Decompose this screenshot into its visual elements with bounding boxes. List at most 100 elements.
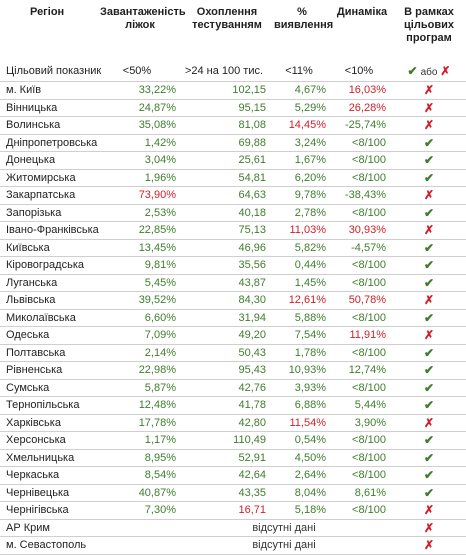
cross-icon: ✗ xyxy=(423,328,435,343)
program-status: ✗ xyxy=(392,291,466,310)
table-row: Дніпропетровська 1,42% 69,88 3,24% <8/100 ✔ xyxy=(0,134,466,152)
testing-value: 81,08 xyxy=(182,116,272,135)
program-status: ✔ xyxy=(392,431,466,450)
region-name: Волинська xyxy=(0,116,98,135)
table-row: Львівська 39,52% 84,30 12,61% 50,78% ✗ xyxy=(0,291,466,310)
table-row: Закарпатська 73,90% 64,63 9,78% -38,43% ✗ xyxy=(0,186,466,205)
detection-value: 3,24% xyxy=(272,134,332,152)
testing-value: 52,91 xyxy=(182,449,272,467)
check-icon: ✔ xyxy=(423,398,435,413)
program-status: ✔ xyxy=(392,449,466,467)
beds-value: 8,54% xyxy=(98,466,182,485)
detection-value: 0,54% xyxy=(272,431,332,450)
program-status: ✔ xyxy=(392,344,466,362)
check-icon: ✔ xyxy=(423,153,435,168)
dynamics-value: 5,44% xyxy=(332,396,392,415)
region-name: Вінницька xyxy=(0,99,98,117)
program-status: ✔ xyxy=(392,256,466,275)
detection-value: 1,78% xyxy=(272,344,332,362)
testing-value: 46,96 xyxy=(182,239,272,257)
empty-cell xyxy=(98,536,182,555)
dynamics-value: <8/100 xyxy=(332,169,392,187)
testing-value: 16,71 xyxy=(182,501,272,520)
program-status: ✗ xyxy=(392,536,466,555)
beds-value: 8,95% xyxy=(98,449,182,467)
target-testing: >24 на 100 тис. xyxy=(182,61,272,82)
detection-value: 5,82% xyxy=(272,239,332,257)
region-name: Хмельницька xyxy=(0,449,98,467)
region-name: Чернігівська xyxy=(0,501,98,520)
table-row: Рівненська 22,98% 95,43 10,93% 12,74% ✔ xyxy=(0,361,466,380)
no-data-cell: відсутні дані xyxy=(182,536,392,555)
cross-icon: ✗ xyxy=(423,538,435,553)
check-icon: ✔ xyxy=(423,135,435,150)
table-row: Чернігівська 7,30% 16,71 5,18% <8/100 ✗ xyxy=(0,501,466,520)
testing-value: 54,81 xyxy=(182,169,272,187)
table-row: Одеська 7,09% 49,20 7,54% 11,91% ✗ xyxy=(0,326,466,345)
dynamics-value: 3,90% xyxy=(332,414,392,432)
dynamics-value: <8/100 xyxy=(332,449,392,467)
header-dynamics: Динаміка xyxy=(336,6,388,18)
check-icon: ✔ xyxy=(423,345,435,360)
beds-value: 39,52% xyxy=(98,291,182,310)
table-row: Тернопільська 12,48% 41,78 6,88% 5,44% ✔ xyxy=(0,396,466,415)
table-body: Цільовий показник <50% >24 на 100 тис. <… xyxy=(0,61,466,555)
program-status: ✗ xyxy=(392,186,466,205)
check-icon: ✔ xyxy=(423,363,435,378)
detection-value: 12,61% xyxy=(272,291,332,310)
beds-value: 22,98% xyxy=(98,361,182,380)
region-name: Чернівецька xyxy=(0,484,98,502)
region-name: Закарпатська xyxy=(0,186,98,205)
detection-value: 5,29% xyxy=(272,99,332,117)
testing-value: 50,43 xyxy=(182,344,272,362)
beds-value: 35,08% xyxy=(98,116,182,135)
beds-value: 7,30% xyxy=(98,501,182,520)
beds-value: 5,87% xyxy=(98,379,182,397)
testing-value: 43,87 xyxy=(182,274,272,292)
detection-value: 8,04% xyxy=(272,484,332,502)
program-status: ✗ xyxy=(392,221,466,240)
region-name: Одеська xyxy=(0,326,98,345)
dynamics-value: -25,74% xyxy=(332,116,392,135)
beds-value: 1,96% xyxy=(98,169,182,187)
cross-icon: ✗ xyxy=(423,223,435,238)
dynamics-value: <8/100 xyxy=(332,151,392,170)
program-status: ✔ xyxy=(392,274,466,292)
testing-value: 102,15 xyxy=(182,81,272,100)
detection-value: 2,64% xyxy=(272,466,332,485)
table-row: Полтавська 2,14% 50,43 1,78% <8/100 ✔ xyxy=(0,344,466,362)
dynamics-value: 30,93% xyxy=(332,221,392,240)
cross-icon: ✗ xyxy=(423,415,435,430)
check-icon: ✔ xyxy=(423,485,435,500)
cross-icon: ✗ xyxy=(423,503,435,518)
dynamics-value: <8/100 xyxy=(332,501,392,520)
dynamics-value: <8/100 xyxy=(332,431,392,450)
empty-cell xyxy=(98,519,182,537)
region-name: Донецька xyxy=(0,151,98,170)
region-name: Запорізька xyxy=(0,204,98,222)
beds-value: 7,09% xyxy=(98,326,182,345)
table-row: Харківська 17,78% 42,80 11,54% 3,90% ✗ xyxy=(0,414,466,432)
region-name: Рівненська xyxy=(0,361,98,380)
program-status: ✗ xyxy=(392,414,466,432)
dynamics-value: 11,91% xyxy=(332,326,392,345)
detection-value: 14,45% xyxy=(272,116,332,135)
testing-value: 40,18 xyxy=(182,204,272,222)
beds-value: 12,48% xyxy=(98,396,182,415)
testing-value: 43,35 xyxy=(182,484,272,502)
covid-regions-table-panel: Регіон Завантаженість ліжок Охоплення те… xyxy=(0,6,466,555)
table-row: Миколаївська 6,60% 31,94 5,88% <8/100 ✔ xyxy=(0,309,466,327)
dynamics-value: <8/100 xyxy=(332,466,392,485)
testing-value: 41,78 xyxy=(182,396,272,415)
beds-value: 9,81% xyxy=(98,256,182,275)
testing-value: 49,20 xyxy=(182,326,272,345)
program-status: ✗ xyxy=(392,519,466,537)
region-name: Харківська xyxy=(0,414,98,432)
detection-value: 4,67% xyxy=(272,81,332,100)
program-status: ✔ xyxy=(392,134,466,152)
detection-value: 3,93% xyxy=(272,379,332,397)
beds-value: 6,60% xyxy=(98,309,182,327)
testing-value: 110,49 xyxy=(182,431,272,450)
header-programs: В рамках цільових програм xyxy=(404,6,454,44)
detection-value: 10,93% xyxy=(272,361,332,380)
